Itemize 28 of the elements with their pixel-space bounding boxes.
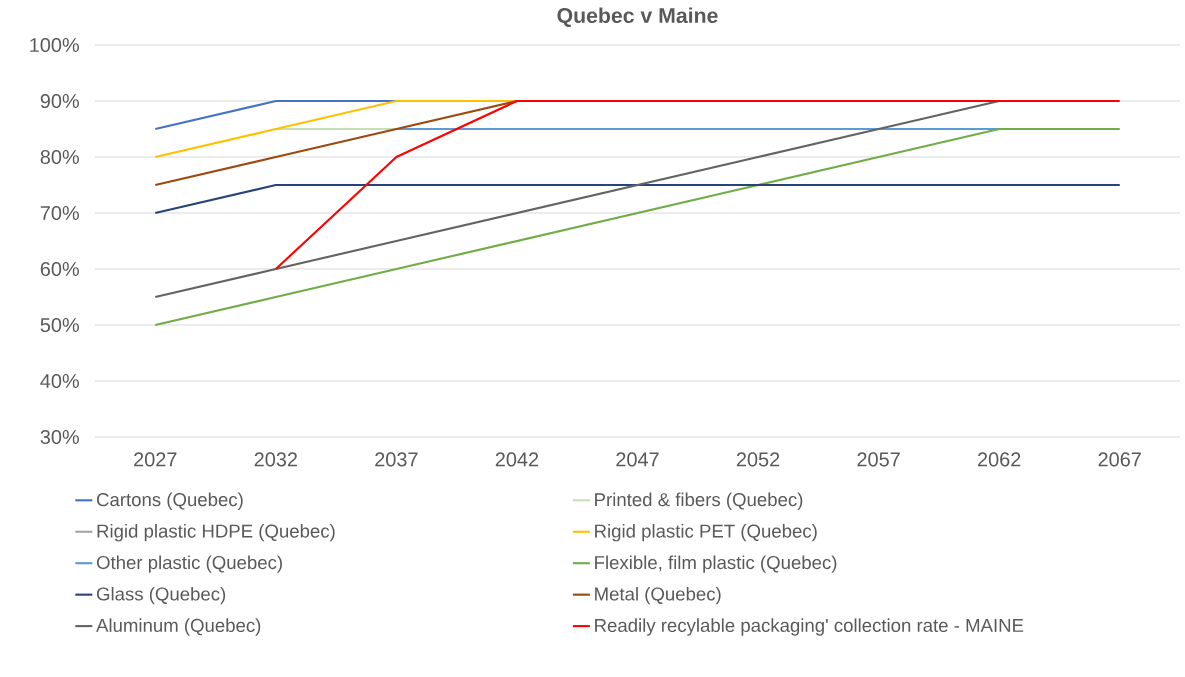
- legend-label: Rigid plastic PET (Quebec): [595, 524, 817, 542]
- x-tick-label: 2027: [134, 452, 177, 467]
- y-tick-label: 90%: [40, 93, 79, 109]
- chart-title: Quebec v Maine: [557, 7, 718, 28]
- y-tick-label: 30%: [40, 429, 79, 445]
- y-tick-label: 50%: [40, 317, 79, 333]
- legend-label: Cartons (Quebec): [96, 492, 243, 510]
- x-tick-label: 2067: [1098, 452, 1141, 467]
- legend-label: Readily recylable packaging' collection rate - MAINE: [595, 618, 1024, 636]
- x-tick-label: 2032: [254, 452, 297, 467]
- x-tick-label: 2037: [375, 452, 418, 467]
- x-tick-label: 2052: [736, 452, 780, 467]
- legend-label: Aluminum (Quebec): [96, 618, 261, 636]
- legend-label: Metal (Quebec): [595, 586, 721, 605]
- legend-label: Glass (Quebec): [96, 586, 226, 605]
- y-tick-label: 70%: [40, 205, 79, 221]
- x-tick-label: 2057: [857, 452, 900, 467]
- y-tick-label: 100%: [30, 37, 79, 53]
- legend-label: Flexible, film plastic (Quebec): [595, 555, 837, 573]
- legend-label: Other plastic (Quebec): [96, 555, 282, 573]
- x-tick-label: 2062: [978, 452, 1021, 467]
- legend-label: Rigid plastic HDPE (Quebec): [97, 524, 335, 542]
- x-tick-label: 2047: [616, 452, 659, 467]
- x-tick-label: 2042: [495, 452, 539, 467]
- legend-label: Printed & fibers (Quebec): [595, 492, 803, 510]
- y-tick-label: 80%: [40, 149, 79, 165]
- y-tick-label: 60%: [40, 261, 79, 277]
- y-tick-label: 40%: [40, 373, 79, 389]
